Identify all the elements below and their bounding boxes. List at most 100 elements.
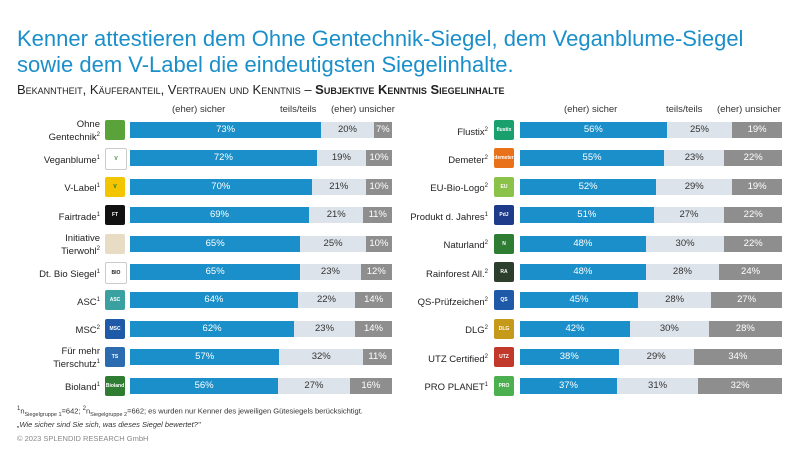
seal-logo-icon: demeter [494,148,514,169]
seal-logo-icon: ASC [105,290,125,311]
seal-logo-icon: V [105,176,125,197]
bar-segment: 21% [308,207,364,224]
seal-logo-icon: N [494,233,514,254]
bar-segment: 55% [520,150,665,167]
category-label: UTZ Certified2 [428,353,488,365]
bar-segment: 48% [520,264,646,280]
seal-logo-icon: RA [494,262,514,282]
bar-segment: 23% [294,320,355,337]
category-label: Veganblume1 [43,154,100,167]
bar-segment: 25% [666,122,733,138]
bar-segment: 23% [664,150,725,167]
seal-logo-icon: flustix [494,120,514,140]
bar-segment: 10% [365,235,392,252]
legend-sicher-left: (eher) sicher [172,104,226,115]
bar-segment: 22% [724,207,782,224]
bar-segment: 32% [698,377,782,394]
bar-segment: 28% [708,320,782,337]
seal-logo-icon: DLG [494,318,514,339]
copyright: © 2023 SPLENDID RESEARCH GmbH [17,434,149,443]
seal-logo-icon: EU [494,176,514,197]
bar-segment: 27% [711,292,782,309]
bar-segment: 10% [366,150,392,167]
category-label: Fairtrade1 [58,211,100,223]
bar-segment: 62% [130,320,295,337]
chart-subtitle: Bekanntheit, Käuferanteil, Vertrauen und… [17,82,504,97]
legend-teils-left: teils/teils [280,104,317,115]
bar-segment: 11% [363,207,392,224]
legend-unsicher-left: (eher) unsicher [331,104,395,115]
bar-segment: 64% [130,292,298,309]
seal-logo-icon [105,120,125,140]
bar-segment: 20% [321,122,374,138]
bar-segment: 29% [618,349,694,366]
bar-segment: 65% [130,235,301,252]
bar-segment: 73% [130,122,322,138]
bar-segment: 32% [279,349,364,366]
category-label: Flustix2 [457,126,488,138]
bar-segment: 19% [316,150,367,167]
category-label: DLG2 [465,325,488,337]
chart-title: Kenner attestieren dem Ohne Gentechnik-S… [17,26,744,77]
bar-segment: 28% [645,264,720,280]
bar-segment: 69% [130,207,309,224]
category-label: Für mehr Tierschutz1 [53,346,100,371]
bar-segment: 29% [656,178,733,195]
bar-segment: 7% [373,122,392,138]
bar-segment: 30% [645,235,725,252]
bar-segment: 19% [732,122,782,138]
bar-segment: 22% [724,150,782,167]
legend-unsicher-right: (eher) unsicher [717,104,781,115]
bar-segment: 16% [349,377,392,394]
footnote-sample: 1nSiegelgruppe 1=642; 2nSiegelgruppe 2=6… [17,406,363,418]
bar-segment: 37% [520,377,617,394]
bar-segment: 10% [366,178,392,195]
category-label: Ohne Gentechnik2 [48,119,100,144]
category-label: Produkt d. Jahres1 [410,211,488,223]
category-label: Demeter2 [448,154,488,167]
bar-segment: 28% [637,292,712,309]
legend-teils-right: teils/teils [666,104,703,115]
bar-segment: 19% [732,178,782,195]
bar-segment: 42% [520,320,631,337]
category-label: ASC1 [77,296,100,309]
bar-segment: 30% [630,320,709,337]
footnote-question: „Wie sicher sind Sie sich, was dieses Si… [17,420,201,429]
bar-segment: 12% [360,264,392,280]
seal-logo-icon: UTZ [494,347,514,368]
category-label: V-Label1 [64,183,100,195]
bar-segment: 51% [520,207,654,224]
bar-segment: 70% [130,178,312,195]
bar-segment: 27% [653,207,725,224]
legend-sicher-right: (eher) sicher [564,104,618,115]
category-label: MSC2 [75,325,100,337]
bar-segment: 65% [130,264,301,280]
seal-logo-icon: PRO [494,375,514,396]
category-label: EU-Bio-Logo2 [430,183,488,195]
bar-segment: 57% [130,349,280,366]
footnote: 1nSiegelgruppe 1=642; 2nSiegelgruppe 2=6… [17,404,363,430]
subtitle-focus: Subjektive Kenntnis Siegelinhalte [315,82,505,97]
bar-segment: 45% [520,292,638,309]
bar-segment: 31% [616,377,699,394]
seal-logo-icon: QS [494,290,514,311]
seal-logo-icon: FT [105,205,125,226]
bar-segment: 72% [130,150,317,167]
bar-segment: 24% [719,264,782,280]
category-label: QS-Prüfzeichen2 [417,296,488,309]
category-label: PRO PLANET1 [424,382,488,394]
bar-segment: 23% [300,264,361,280]
seal-logo-icon: TS [105,347,125,368]
seal-logo-icon: Bioland [105,375,125,396]
category-label: Initiative Tierwohl2 [61,232,100,257]
bar-segment: 34% [693,349,782,366]
bar-segment: 22% [297,292,356,309]
seal-logo-icon: MSC [105,318,125,339]
bar-segment: 38% [520,349,619,366]
subtitle-topic: Bekanntheit, Käuferanteil, Vertrauen und… [17,82,316,97]
seal-logo-icon: PdJ [494,205,514,226]
bar-segment: 48% [520,235,646,252]
bar-segment: 25% [300,235,366,252]
category-label: Rainforest All.2 [426,268,488,280]
bar-segment: 11% [363,349,392,366]
